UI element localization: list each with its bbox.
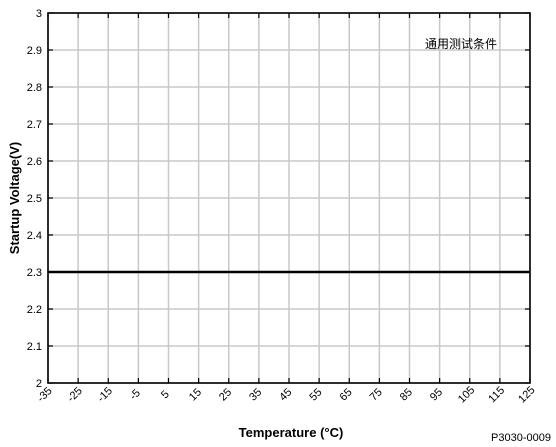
y-tick-label: 2.3 <box>27 267 42 279</box>
y-tick-label: 3 <box>36 8 42 20</box>
x-tick-label: 55 <box>307 386 324 403</box>
x-tick-label: 85 <box>398 386 415 403</box>
x-tick-labels: -35 -25 -15 -5 5 15 25 35 45 55 65 75 85 95 105 115 125 <box>35 384 538 405</box>
y-axis-label: Startup Voltage(V) <box>7 142 22 254</box>
y-tick-label: 2.4 <box>27 230 42 242</box>
x-axis-label: Temperature (°C) <box>239 425 344 440</box>
x-tick-label: 15 <box>187 386 204 403</box>
x-tick-label: 125 <box>516 384 537 405</box>
y-tick-label: 2.6 <box>27 156 42 168</box>
x-tick-label: 45 <box>277 386 294 403</box>
y-tick-label: 2.1 <box>27 341 42 353</box>
figure-code: P3030-0009 <box>491 432 551 444</box>
test-condition-note: 通用测试条件 <box>425 36 497 51</box>
y-tick-label: 2 <box>36 378 42 390</box>
x-tick-label: -15 <box>95 385 115 405</box>
grid <box>47 12 531 384</box>
x-tick-label: 75 <box>368 386 385 403</box>
y-tick-label: 2.2 <box>27 304 42 316</box>
x-tick-label: 25 <box>217 386 234 403</box>
ticks <box>47 12 531 384</box>
y-tick-label: 2.8 <box>27 82 42 94</box>
y-tick-label: 2.5 <box>27 193 42 205</box>
x-tick-label: -25 <box>65 385 85 405</box>
y-tick-label: 2.7 <box>27 119 42 131</box>
x-tick-label: 5 <box>159 388 172 401</box>
x-tick-label: -5 <box>128 387 143 402</box>
x-tick-label: 105 <box>456 384 477 405</box>
y-tick-label: 2.9 <box>27 45 42 57</box>
x-tick-label: 95 <box>428 386 445 403</box>
y-tick-labels: 2 2.1 2.2 2.3 2.4 2.5 2.6 2.7 2.8 2.9 3 <box>27 8 42 390</box>
x-tick-label: 65 <box>338 386 355 403</box>
x-tick-label: 35 <box>247 386 264 403</box>
x-tick-label: 115 <box>486 384 507 405</box>
